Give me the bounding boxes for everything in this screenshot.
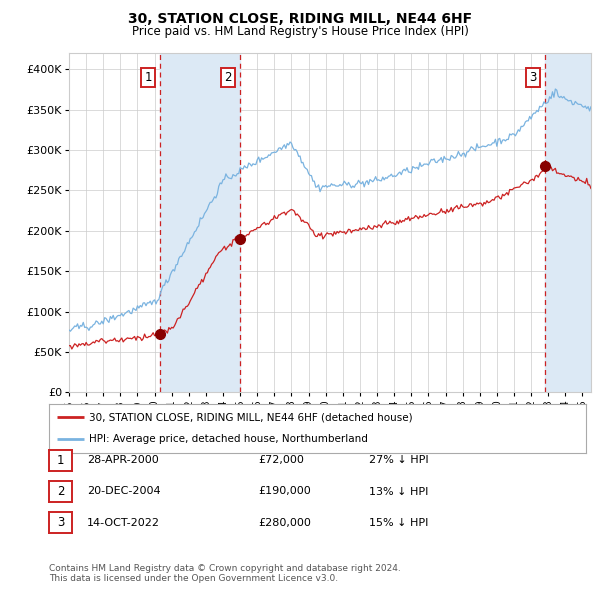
Text: HPI: Average price, detached house, Northumberland: HPI: Average price, detached house, Nort… xyxy=(89,434,368,444)
Text: 2: 2 xyxy=(57,485,64,498)
Text: 14-OCT-2022: 14-OCT-2022 xyxy=(87,518,160,527)
Bar xyxy=(160,53,239,392)
Text: 3: 3 xyxy=(57,516,64,529)
Text: £280,000: £280,000 xyxy=(258,518,311,527)
Text: 2: 2 xyxy=(224,71,232,84)
Text: 30, STATION CLOSE, RIDING MILL, NE44 6HF: 30, STATION CLOSE, RIDING MILL, NE44 6HF xyxy=(128,12,472,26)
Text: 30, STATION CLOSE, RIDING MILL, NE44 6HF (detached house): 30, STATION CLOSE, RIDING MILL, NE44 6HF… xyxy=(89,412,413,422)
Text: Price paid vs. HM Land Registry's House Price Index (HPI): Price paid vs. HM Land Registry's House … xyxy=(131,25,469,38)
Text: 1: 1 xyxy=(57,454,64,467)
Text: 3: 3 xyxy=(529,71,536,84)
Text: 20-DEC-2004: 20-DEC-2004 xyxy=(87,487,161,496)
Text: 15% ↓ HPI: 15% ↓ HPI xyxy=(369,518,428,527)
Bar xyxy=(545,53,591,392)
Text: 27% ↓ HPI: 27% ↓ HPI xyxy=(369,455,428,465)
Text: 13% ↓ HPI: 13% ↓ HPI xyxy=(369,487,428,496)
Text: £190,000: £190,000 xyxy=(258,487,311,496)
Text: £72,000: £72,000 xyxy=(258,455,304,465)
Text: 28-APR-2000: 28-APR-2000 xyxy=(87,455,159,465)
Text: Contains HM Land Registry data © Crown copyright and database right 2024.
This d: Contains HM Land Registry data © Crown c… xyxy=(49,563,401,583)
Text: 1: 1 xyxy=(145,71,152,84)
